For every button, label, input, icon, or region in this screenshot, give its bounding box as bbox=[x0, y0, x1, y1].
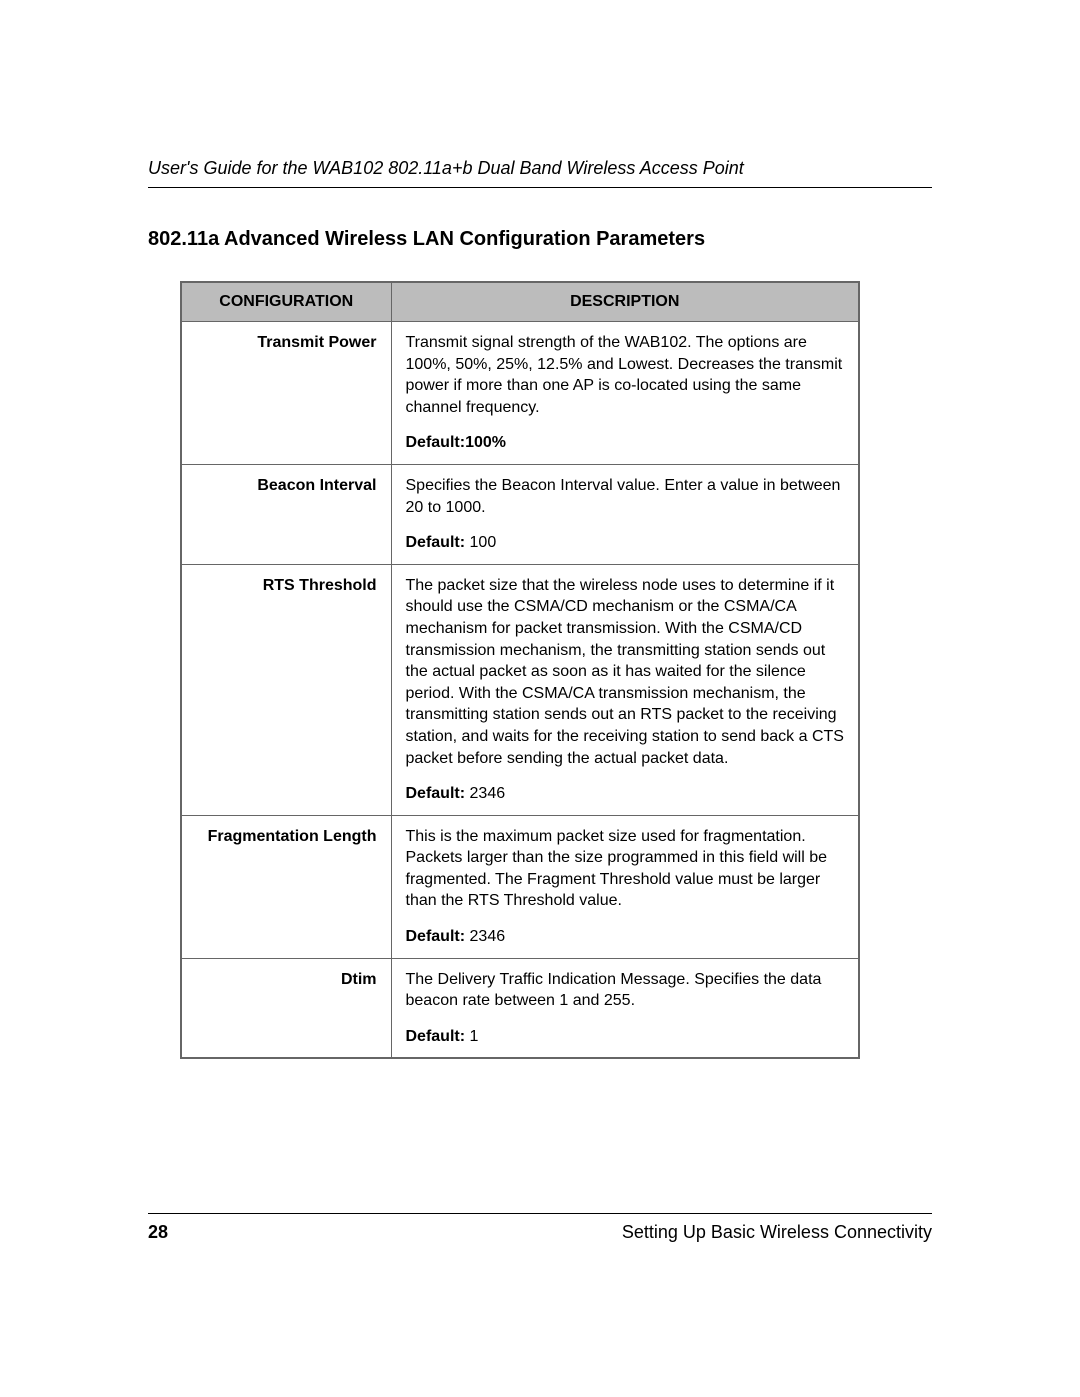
table-body: Transmit PowerTransmit signal strength o… bbox=[181, 322, 859, 1059]
running-header: User's Guide for the WAB102 802.11a+b Du… bbox=[148, 158, 932, 188]
config-name-cell: RTS Threshold bbox=[181, 564, 391, 815]
default-line: Default: 2346 bbox=[406, 926, 845, 948]
column-header-description: DESCRIPTION bbox=[391, 282, 859, 322]
default-label: Default: bbox=[406, 434, 466, 451]
config-description-cell: Transmit signal strength of the WAB102. … bbox=[391, 322, 859, 465]
config-description-cell: The Delivery Traffic Indication Message.… bbox=[391, 958, 859, 1058]
column-header-configuration: CONFIGURATION bbox=[181, 282, 391, 322]
description-text: The Delivery Traffic Indication Message.… bbox=[406, 969, 845, 1012]
default-value: 2346 bbox=[470, 928, 506, 945]
page-content: User's Guide for the WAB102 802.11a+b Du… bbox=[148, 158, 932, 1059]
default-line: Default: 2346 bbox=[406, 783, 845, 805]
config-parameters-table: CONFIGURATION DESCRIPTION Transmit Power… bbox=[180, 281, 860, 1059]
config-description-cell: Specifies the Beacon Interval value. Ent… bbox=[391, 464, 859, 564]
default-value: 2346 bbox=[470, 785, 506, 802]
description-text: Transmit signal strength of the WAB102. … bbox=[406, 332, 845, 418]
description-text: The packet size that the wireless node u… bbox=[406, 575, 845, 769]
table-row: Dtim The Delivery Traffic Indication Mess… bbox=[181, 958, 859, 1058]
description-text: This is the maximum packet size used for… bbox=[406, 826, 845, 912]
default-label: Default: bbox=[406, 534, 466, 551]
default-label: Default: bbox=[406, 785, 466, 802]
table-row: RTS ThresholdThe packet size that the wi… bbox=[181, 564, 859, 815]
page-number: 28 bbox=[148, 1222, 168, 1243]
config-description-cell: The packet size that the wireless node u… bbox=[391, 564, 859, 815]
table-header-row: CONFIGURATION DESCRIPTION bbox=[181, 282, 859, 322]
description-text: Specifies the Beacon Interval value. Ent… bbox=[406, 475, 845, 518]
default-value: 100% bbox=[465, 434, 506, 451]
default-value: 1 bbox=[470, 1028, 479, 1045]
footer-section-name: Setting Up Basic Wireless Connectivity bbox=[622, 1222, 932, 1243]
section-heading: 802.11a Advanced Wireless LAN Configurat… bbox=[148, 228, 932, 251]
table-row: Beacon Interval Specifies the Beacon Inte… bbox=[181, 464, 859, 564]
default-value: 100 bbox=[470, 534, 497, 551]
config-name-cell: Dtim bbox=[181, 958, 391, 1058]
page-footer: 28 Setting Up Basic Wireless Connectivit… bbox=[148, 1213, 932, 1243]
default-label: Default: bbox=[406, 928, 466, 945]
table-row: Transmit PowerTransmit signal strength o… bbox=[181, 322, 859, 465]
default-line: Default: 1 bbox=[406, 1026, 845, 1048]
config-description-cell: This is the maximum packet size used for… bbox=[391, 815, 859, 958]
config-name-cell: Transmit Power bbox=[181, 322, 391, 465]
config-name-cell: Beacon Interval bbox=[181, 464, 391, 564]
default-line: Default: 100 bbox=[406, 532, 845, 554]
default-line: Default:100% bbox=[406, 432, 845, 454]
table-row: Fragmentation LengthThis is the maximum … bbox=[181, 815, 859, 958]
default-label: Default: bbox=[406, 1028, 466, 1045]
footer-rule: 28 Setting Up Basic Wireless Connectivit… bbox=[148, 1213, 932, 1243]
config-name-cell: Fragmentation Length bbox=[181, 815, 391, 958]
